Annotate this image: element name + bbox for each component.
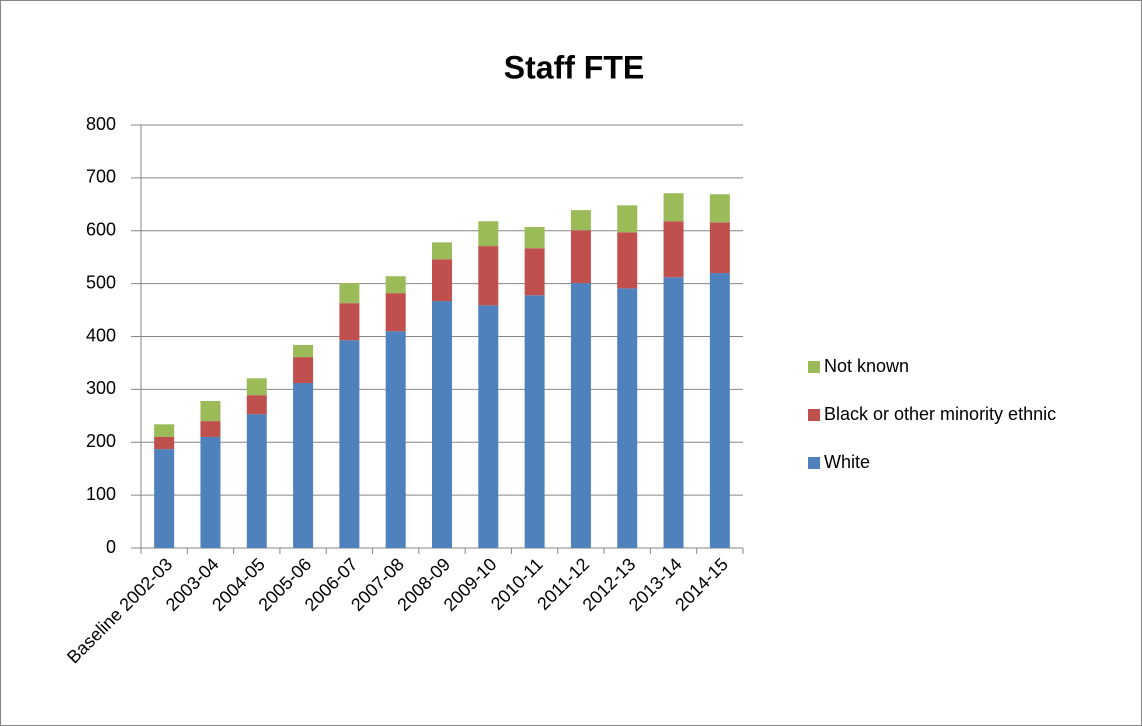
y-tick-label: 200 <box>86 431 116 451</box>
bar-segment <box>154 436 175 450</box>
bar-segment <box>570 230 591 284</box>
bar-segment <box>339 303 360 341</box>
bar-segment <box>246 378 267 396</box>
chart-title: Staff FTE <box>504 49 644 85</box>
bar-segment <box>200 421 221 437</box>
bar-segment <box>617 232 638 289</box>
bar-segment <box>339 340 360 548</box>
legend-swatch <box>808 457 820 469</box>
bar-segment <box>293 383 314 548</box>
bar-segment <box>339 283 360 304</box>
y-tick-label: 400 <box>86 325 116 345</box>
y-tick-label: 800 <box>86 114 116 134</box>
bar-segment <box>709 222 730 274</box>
bar-segment <box>524 227 545 249</box>
bar-segment <box>524 295 545 548</box>
bar-segment <box>200 436 221 548</box>
bar-segment <box>617 205 638 233</box>
bar-segment <box>663 221 684 278</box>
bar-segment <box>524 248 545 296</box>
bar-segment <box>432 242 452 260</box>
bar-segment <box>246 414 267 548</box>
bar-segment <box>293 344 314 358</box>
y-tick-label: 700 <box>86 167 116 187</box>
legend-label: Black or other minority ethnic <box>824 404 1056 424</box>
bar-segment <box>617 288 638 548</box>
legend-swatch <box>808 409 820 421</box>
bar-segment <box>709 273 730 548</box>
bar-segment <box>570 210 591 231</box>
y-tick-label: 500 <box>86 272 116 292</box>
bar-segment <box>663 277 684 548</box>
bar-segment <box>385 276 406 294</box>
y-tick-label: 100 <box>86 484 116 504</box>
bar-segment <box>293 357 314 384</box>
bar-segment <box>709 194 730 223</box>
bar-segment <box>154 449 175 548</box>
legend-label: Not known <box>824 356 909 376</box>
bar-segment <box>663 193 684 222</box>
bar-segment <box>478 246 499 306</box>
bar-segment <box>154 424 175 437</box>
bar-segment <box>385 331 406 548</box>
bar-segment <box>246 395 267 415</box>
bar-segment <box>478 221 499 247</box>
legend-swatch <box>808 361 820 373</box>
legend-label: White <box>824 452 870 472</box>
y-tick-label: 300 <box>86 378 116 398</box>
y-tick-label: 600 <box>86 220 116 240</box>
bar-segment <box>432 259 452 302</box>
bar-segment <box>570 283 591 548</box>
bar-segment <box>432 301 452 548</box>
bar-segment <box>478 305 499 548</box>
bar-segment <box>200 401 221 422</box>
bar-segment <box>385 293 406 332</box>
y-tick-label: 0 <box>106 537 116 557</box>
